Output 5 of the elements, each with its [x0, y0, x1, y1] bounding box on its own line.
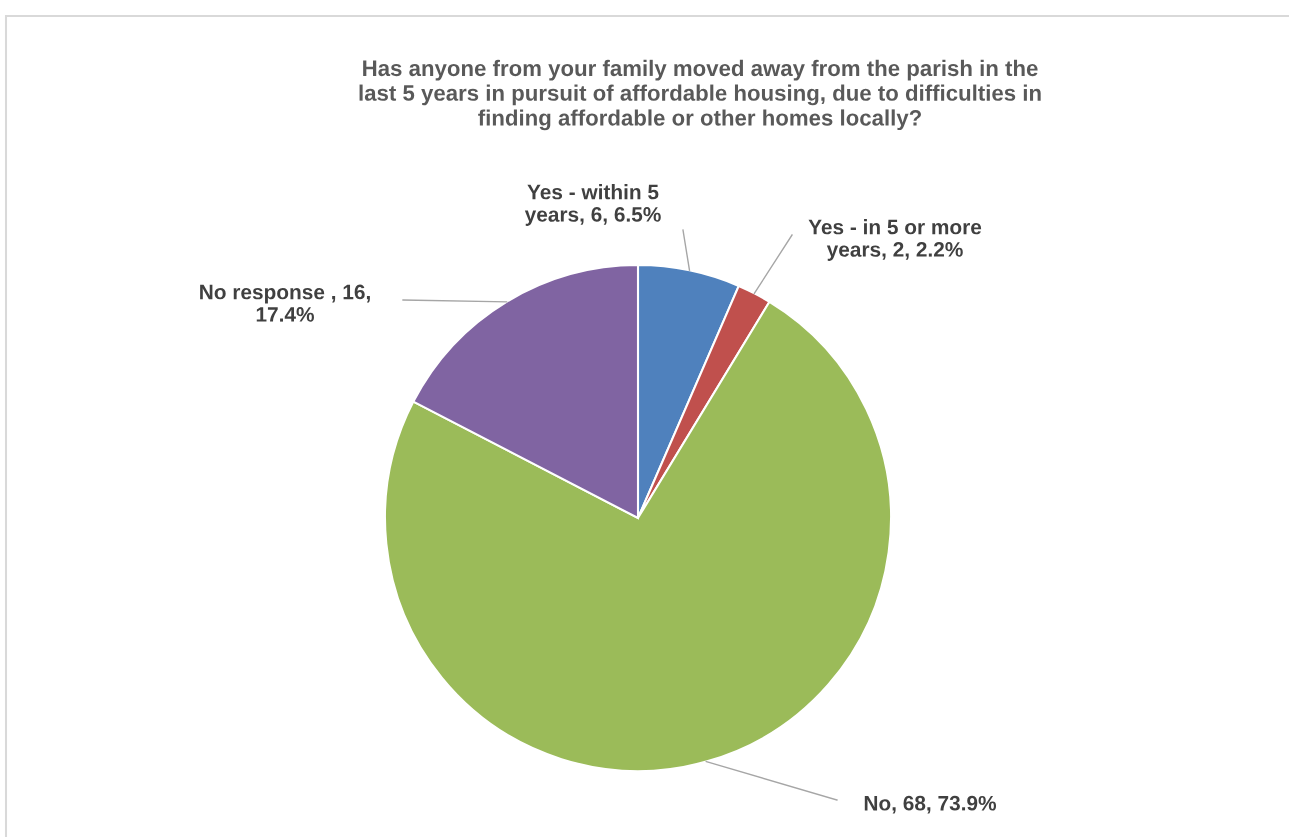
slice-label: Yes - within 5 years, 6, 6.5%: [524, 184, 661, 226]
slice-label: Yes - in 5 or more years, 2, 2.2%: [808, 219, 982, 261]
slice-label: No response , 16, 17.4%: [200, 284, 370, 322]
slice-label: No, 68, 73.9%: [864, 795, 997, 814]
chart-title: Has anyone from your family moved away from the parish in the last 5 years in pursuit of affordable housing, due to difficulties in finding affordable or other homes locally?: [359, 59, 1041, 131]
